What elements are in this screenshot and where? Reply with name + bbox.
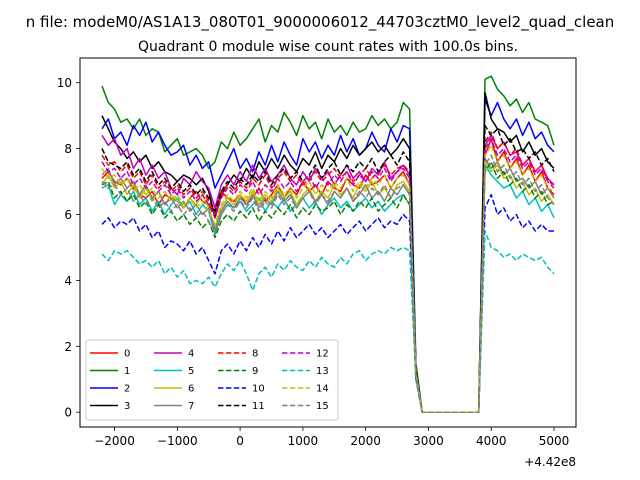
y-tick-label: 4	[64, 274, 72, 288]
x-tick-label: 0	[236, 434, 244, 448]
series-line-14	[101, 144, 555, 413]
legend-label-1: 1	[124, 366, 130, 377]
y-axis: 0 2 4 6 8 10	[57, 76, 80, 420]
x-tick-label: 5000	[539, 434, 570, 448]
legend-label-15: 15	[316, 401, 329, 412]
x-tick-label: −1000	[157, 434, 198, 448]
x-tick-label: 4000	[476, 434, 507, 448]
x-tick-label: 1000	[288, 434, 319, 448]
plot-lines	[101, 75, 555, 413]
legend-box	[85, 339, 339, 421]
x-offset-label: +4.42e8	[524, 455, 576, 469]
chart-title: Quadrant 0 module wise count rates with …	[138, 39, 518, 55]
legend-label-5: 5	[188, 366, 194, 377]
series-line-8	[101, 131, 555, 413]
x-axis: −2000 −1000 0 1000 2000 3000 4000 5000	[94, 427, 569, 448]
legend-label-6: 6	[188, 384, 194, 395]
y-tick-label: 0	[64, 406, 72, 420]
legend-label-0: 0	[124, 349, 130, 360]
y-tick-label: 2	[64, 340, 72, 354]
series-line-15	[101, 154, 555, 413]
legend-label-4: 4	[188, 349, 194, 360]
legend-label-3: 3	[124, 401, 130, 412]
legend-label-14: 14	[316, 384, 329, 395]
legend-label-10: 10	[252, 384, 265, 395]
legend-label-12: 12	[316, 349, 329, 360]
legend-label-13: 13	[316, 366, 329, 377]
legend-label-9: 9	[252, 366, 258, 377]
y-tick-label: 6	[64, 208, 72, 222]
legend-label-2: 2	[124, 384, 130, 395]
legend-label-7: 7	[188, 401, 194, 412]
x-tick-label: 3000	[413, 434, 444, 448]
legend-label-8: 8	[252, 349, 258, 360]
figure-suptitle: n file: modeM0/AS1A13_080T01_9000006012_…	[26, 13, 615, 32]
x-tick-label: 2000	[350, 434, 381, 448]
y-tick-label: 8	[64, 142, 72, 156]
x-tick-label: −2000	[94, 434, 135, 448]
legend-label-11: 11	[252, 401, 265, 412]
plot-frame	[79, 57, 577, 428]
y-tick-label: 10	[57, 76, 72, 90]
